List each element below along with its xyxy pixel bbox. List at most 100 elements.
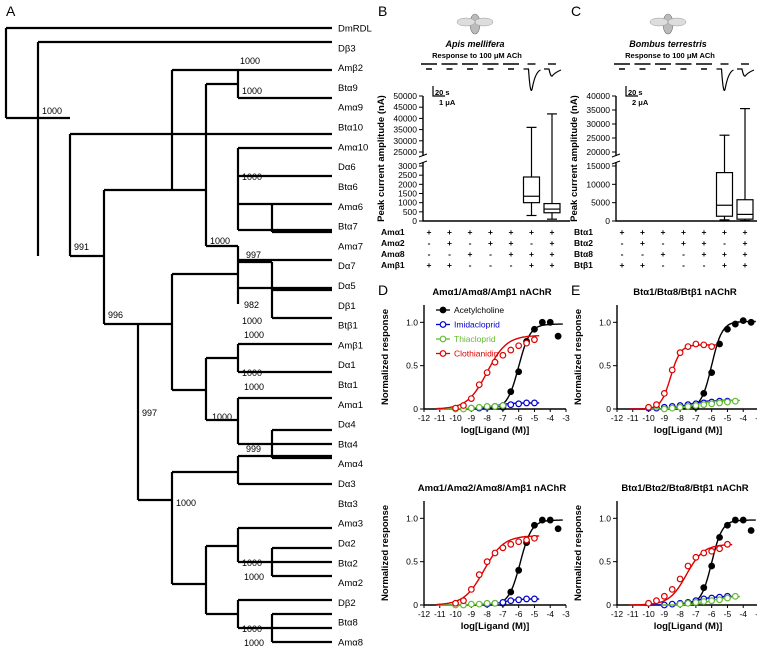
current-trace <box>614 63 630 70</box>
bootstrap-label: 999 <box>246 444 261 454</box>
legend-label: Clothianidin <box>454 349 499 359</box>
data-point <box>523 536 530 544</box>
data-point <box>716 534 723 541</box>
tree-leaf-label: DmRDL <box>338 24 372 35</box>
bootstrap-label: 1000 <box>242 368 262 378</box>
data-point <box>546 516 554 524</box>
tree-leaf-label: Dβ2 <box>338 598 356 609</box>
data-point <box>452 599 459 607</box>
data-point <box>700 390 708 397</box>
tree-leaf-label: Btβ1 <box>338 321 358 332</box>
subunit-table-cell: + <box>529 227 534 237</box>
data-point <box>515 368 523 376</box>
data-point <box>700 549 708 557</box>
subunit-table-cell: - <box>662 260 665 270</box>
x-tick-label: -5 <box>531 413 539 423</box>
legend-marker <box>439 321 447 328</box>
y-axis-title: Peak current amplitude (nA) <box>569 95 580 222</box>
data-point <box>676 349 684 357</box>
subunit-table-cell: + <box>702 249 707 259</box>
y-tick-label: 1.0 <box>599 513 611 523</box>
data-point <box>724 540 731 548</box>
y-tick-label: 1000 <box>398 198 417 208</box>
data-point <box>668 366 676 374</box>
data-point <box>731 516 739 524</box>
legend-marker <box>439 306 447 314</box>
subunit-table-cell: + <box>550 260 555 270</box>
data-point <box>645 403 652 411</box>
tree-branches <box>4 26 332 644</box>
dose-response-chart-e-lower: Btα1/Btα2/Btα8/Btβ1 nAChR 0 0.5 1.0 -12 -11 -1… <box>573 483 757 632</box>
subunit-table-cell: - <box>682 260 685 270</box>
y-axis <box>422 96 570 222</box>
x-axis-title: log[Ligand (M)] <box>461 425 530 436</box>
box-body <box>543 202 561 214</box>
boxplot-panel-c: Bombus terrestris Response to 100 μM ACh 2… <box>569 13 757 270</box>
y-tick-label: 40000 <box>393 113 417 123</box>
data-point <box>523 595 530 603</box>
y-tick-label: 1500 <box>398 189 417 199</box>
scale-bar <box>625 86 638 97</box>
subunit-table-cell: - <box>621 249 624 259</box>
y-axis-title: Peak current amplitude (nA) <box>376 95 387 222</box>
data-point <box>731 397 739 405</box>
data-point <box>491 599 499 607</box>
tree-leaf-label: Btα1 <box>338 380 358 391</box>
tree-leaf-label: Btα10 <box>338 123 363 134</box>
x-tick-label: -9 <box>468 413 476 423</box>
y-tick-label: 25000 <box>393 147 417 157</box>
subunit-table-cell: + <box>509 238 514 248</box>
y-tick-label: 0 <box>606 600 611 610</box>
y-tick-label: 0 <box>606 404 611 414</box>
data-point <box>507 540 515 548</box>
subunit-table-cell: + <box>640 238 645 248</box>
subunit-table-cell: - <box>621 238 624 248</box>
bee-icon-wing <box>649 17 669 27</box>
scale-current-label: 2 μA <box>632 98 649 107</box>
data-point <box>507 597 515 605</box>
bootstrap-label: 991 <box>74 242 89 252</box>
tree-leaf-label: Btα3 <box>338 499 358 510</box>
boxplot-panel-b: Apis mellifera Response to 100 μM ACh 20 s… <box>376 13 570 270</box>
y-tick-label: 40000 <box>586 91 610 101</box>
data-point <box>531 325 538 333</box>
subunit-table-cell: - <box>469 238 472 248</box>
x-tick-label: -6 <box>708 609 716 619</box>
data-point <box>708 400 716 408</box>
y-axis-title: Normalized response <box>573 309 584 405</box>
data-point <box>747 527 755 534</box>
tree-leaf-label: Dα2 <box>338 538 356 549</box>
data-point <box>668 600 676 608</box>
data-point <box>739 317 747 325</box>
current-trace <box>716 68 734 91</box>
tree-leaf-label: Amα10 <box>338 142 368 153</box>
current-trace <box>737 68 755 77</box>
tree-leaf-label: Dα1 <box>338 360 356 371</box>
x-tick-label: -4 <box>739 413 747 423</box>
data-point <box>483 369 491 377</box>
fit-curve <box>436 535 540 606</box>
data-point <box>483 403 491 410</box>
data-point <box>475 403 483 411</box>
x-tick-label: -5 <box>724 413 732 423</box>
subunit-table-cell: - <box>682 249 685 259</box>
subunit-table-cell: + <box>447 260 452 270</box>
bee-icon-wing <box>474 17 494 27</box>
tree-bootstrap-labels: 1000 1000 1000 991 1000 1000 997 982 996 1000 1000… <box>42 56 264 648</box>
subunit-table-cell: - <box>428 249 431 259</box>
data-point <box>676 403 684 411</box>
data-point <box>467 395 475 403</box>
data-point <box>491 358 499 366</box>
bootstrap-label: 1000 <box>42 106 62 116</box>
tree-leaf-label: Amα1 <box>338 400 363 411</box>
x-tick-label: -6 <box>515 609 523 619</box>
subunit-table-cell: - <box>703 260 706 270</box>
subunit-table-cell: - <box>428 238 431 248</box>
subunit-table-cell: + <box>427 260 432 270</box>
bootstrap-label: 1000 <box>210 236 230 246</box>
y-tick-label: 0.5 <box>599 557 611 567</box>
y-tick-label: 1.0 <box>599 317 611 327</box>
data-point <box>546 318 554 326</box>
subunit-table-cell: + <box>640 260 645 270</box>
species-name: Bombus terrestris <box>629 39 707 49</box>
